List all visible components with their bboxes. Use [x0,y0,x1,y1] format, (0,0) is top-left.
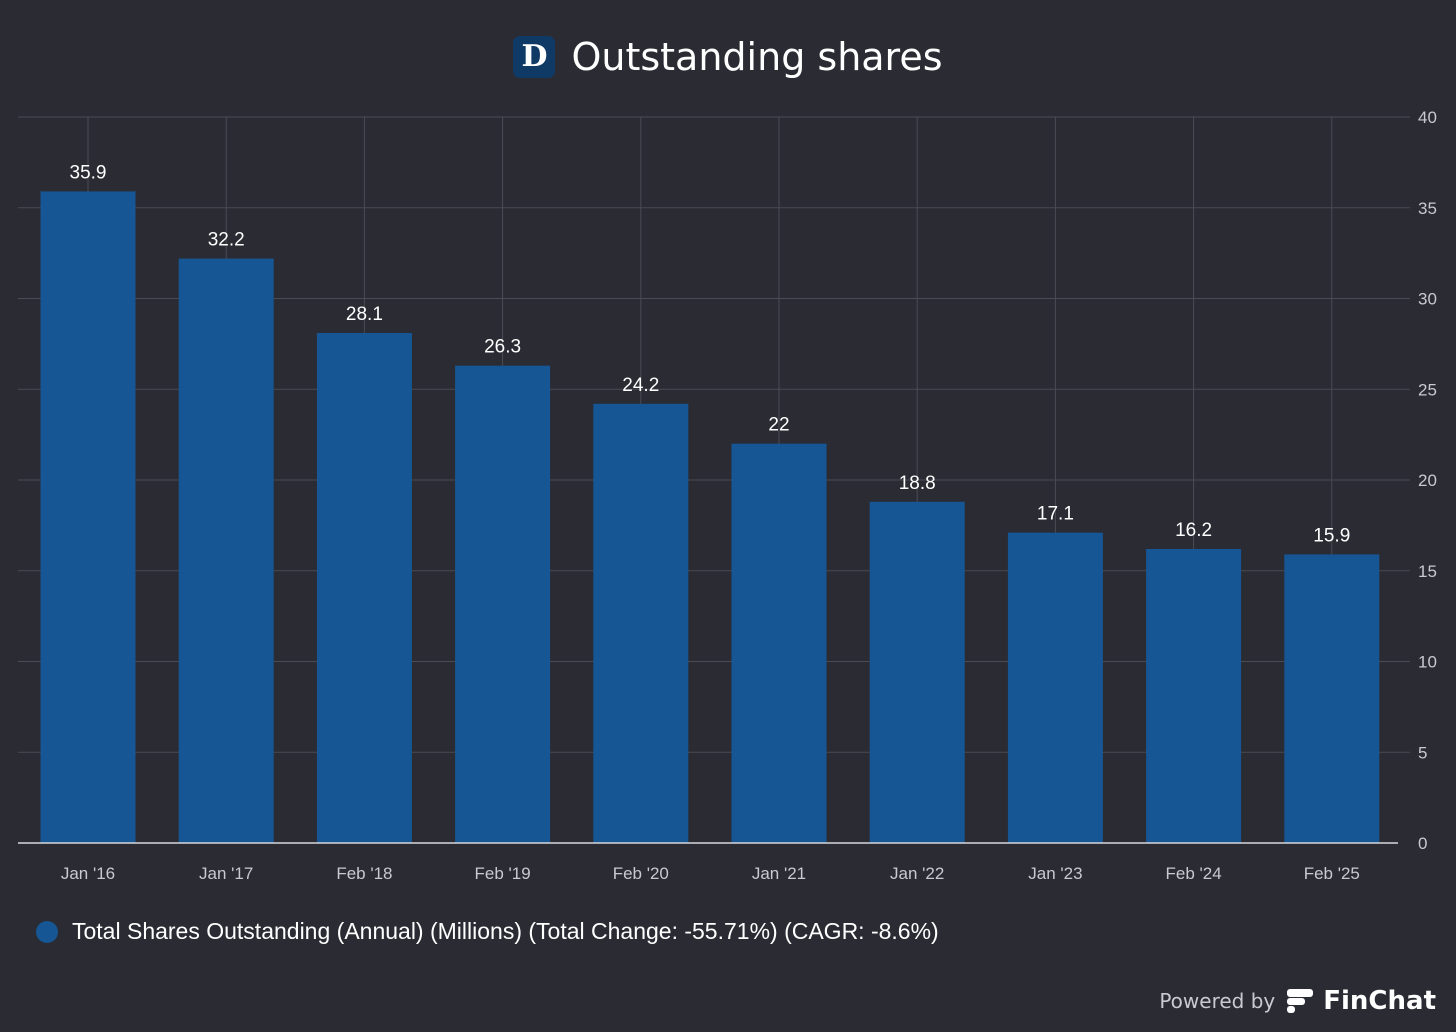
y-tick-label: 30 [1418,290,1437,309]
data-label: 26.3 [484,337,521,358]
bar[interactable] [869,501,965,843]
chart-title: Outstanding shares [571,35,943,79]
y-tick-label: 0 [1418,834,1427,853]
legend-label: Total Shares Outstanding (Annual) (Milli… [72,918,939,944]
bar[interactable] [1146,548,1242,843]
bar[interactable] [40,191,136,844]
data-label: 24.2 [622,375,659,396]
legend-swatch [36,920,58,943]
data-label: 18.8 [899,473,936,494]
x-tick-label: Jan '22 [890,864,944,883]
data-label: 16.2 [1175,520,1212,541]
y-tick-label: 15 [1418,562,1437,581]
powered-by-text: Powered by [1159,989,1276,1013]
bar[interactable] [178,258,274,843]
x-tick-label: Feb '18 [336,864,392,883]
logo-letter: D [521,39,548,74]
x-tick-label: Feb '24 [1166,864,1222,883]
bar[interactable] [316,332,412,843]
x-tick-label: Feb '25 [1304,864,1360,883]
x-tick-label: Jan '16 [61,864,115,883]
data-label: 28.1 [346,304,383,325]
bar[interactable] [1284,554,1380,843]
y-tick-label: 20 [1418,471,1437,490]
powered-by-footer[interactable]: Powered by FinChat [1159,986,1436,1016]
y-tick-label: 5 [1418,743,1427,762]
bars [40,191,1380,844]
y-tick-label: 25 [1418,380,1437,399]
x-tick-label: Feb '19 [475,864,531,883]
y-tick-label: 10 [1418,653,1437,672]
data-label: 22 [768,415,789,436]
data-label: 35.9 [70,162,107,183]
data-label: 17.1 [1037,504,1074,525]
finchat-brand: FinChat [1323,986,1436,1016]
x-tick-label: Feb '20 [613,864,669,883]
y-tick-label: 35 [1418,199,1437,218]
legend[interactable]: Total Shares Outstanding (Annual) (Milli… [36,918,939,945]
x-tick-label: Jan '23 [1028,864,1082,883]
bar[interactable] [455,365,551,843]
company-logo: D [513,36,556,78]
bar[interactable] [731,443,827,843]
data-labels: 35.9 32.2 28.1 26.3 24.2 22 18.8 17.1 16.2 15.9 [70,162,1351,546]
x-tick-label: Jan '17 [199,864,253,883]
bar[interactable] [593,403,689,843]
x-tick-label: Jan '21 [752,864,806,883]
y-tick-label: 40 [1418,108,1437,127]
y-axis: 0 5 10 15 20 25 30 35 40 [1418,108,1437,853]
data-label: 32.2 [208,230,245,251]
bar[interactable] [1007,532,1103,843]
data-label: 15.9 [1313,525,1350,546]
bar-chart: 35.9 32.2 28.1 26.3 24.2 22 18.8 17.1 16.2 15.9 J… [18,108,1437,883]
finchat-logo-icon [1287,989,1314,1013]
x-axis: Jan '16 Jan '17 Feb '18 Feb '19 Feb '20 Jan '… [18,842,1398,883]
chart-header: D Outstanding shares [0,32,1456,82]
